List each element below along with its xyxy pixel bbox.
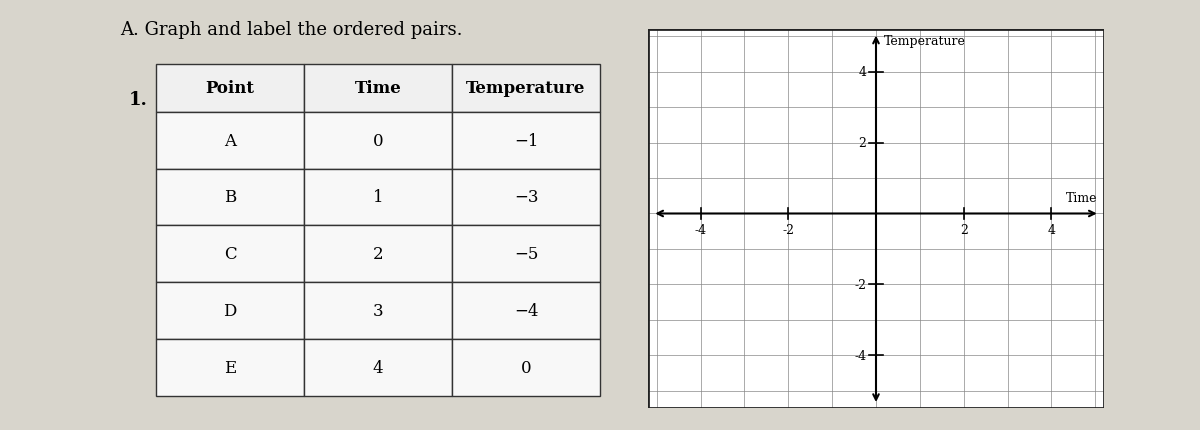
Text: 2: 2 [858, 137, 866, 150]
Text: A. Graph and label the ordered pairs.: A. Graph and label the ordered pairs. [120, 21, 462, 39]
Text: -4: -4 [854, 349, 866, 362]
Text: 4: 4 [1048, 224, 1055, 237]
Text: 2: 2 [960, 224, 967, 237]
Text: 1.: 1. [128, 90, 148, 108]
Text: Time: Time [1066, 191, 1098, 204]
Text: -2: -2 [854, 278, 866, 291]
Text: Temperature: Temperature [884, 35, 966, 48]
Text: -2: -2 [782, 224, 794, 237]
Text: -4: -4 [695, 224, 707, 237]
Text: 4: 4 [858, 66, 866, 79]
